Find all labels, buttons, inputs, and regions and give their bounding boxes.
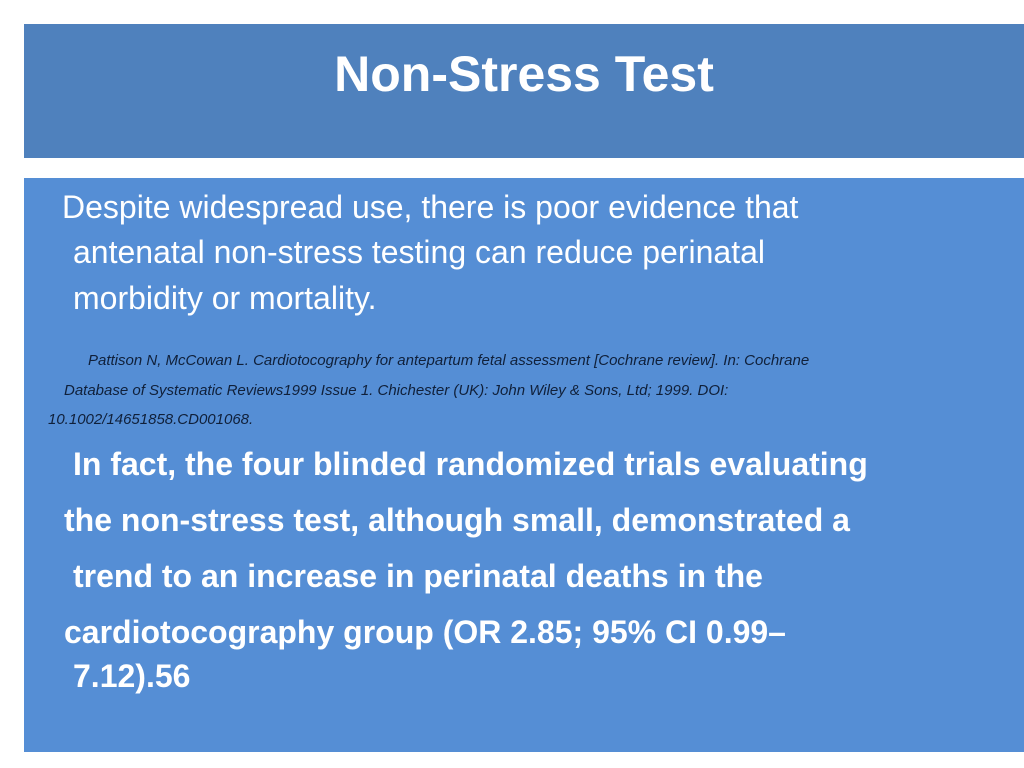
paragraph2-line-3: trend to an increase in perinatal deaths… <box>73 558 763 594</box>
paragraph2-line-1: In fact, the four blinded randomized tri… <box>73 446 868 482</box>
slide-title: Non-Stress Test <box>334 46 714 102</box>
paragraph1-line-2: antenatal non-stress testing can reduce … <box>73 234 765 270</box>
paragraph1-line-1: Despite widespread use, there is poor ev… <box>62 189 799 225</box>
paragraph2-line-5: 7.12).56 <box>73 658 191 694</box>
paragraph2-line-2: the non-stress test, although small, dem… <box>64 502 850 538</box>
paragraph1-line-3: morbidity or mortality. <box>73 280 377 316</box>
paragraph2-line-4: cardiotocography group (OR 2.85; 95% CI … <box>64 614 786 650</box>
title-box: Non-Stress Test <box>24 24 1024 158</box>
content-box <box>24 178 1024 752</box>
citation-line-2: Database of Systematic Reviews1999 Issue… <box>64 382 729 399</box>
citation-line-1: Pattison N, McCowan L. Cardiotocography … <box>88 352 810 369</box>
citation-line-3: 10.1002/14651858.CD001068. <box>48 411 254 428</box>
